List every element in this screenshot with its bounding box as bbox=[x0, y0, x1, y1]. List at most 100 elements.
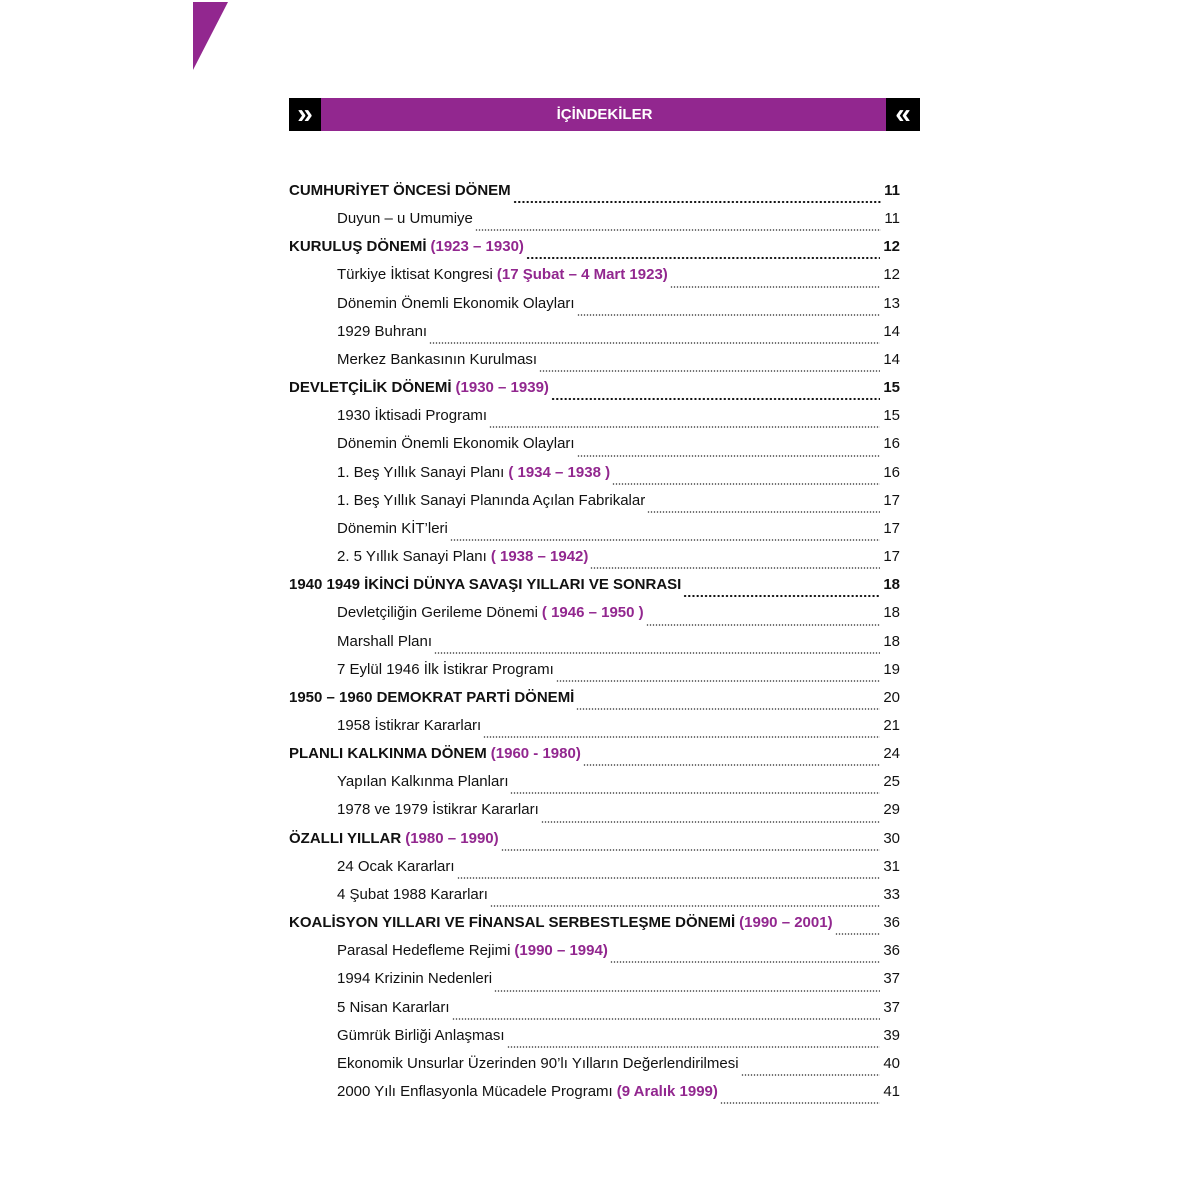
page-number: 12 bbox=[883, 266, 900, 284]
toc-subsection[interactable]: Merkez Bankasının Kurulması 14 bbox=[289, 351, 900, 379]
page-number: 36 bbox=[883, 914, 900, 932]
toc-subsection[interactable]: Dönemin KİT’leri 17 bbox=[289, 520, 900, 548]
toc-subsection[interactable]: 1929 Buhranı 14 bbox=[289, 323, 900, 351]
dot-leader bbox=[539, 370, 881, 373]
page-number: 16 bbox=[883, 435, 900, 453]
toc-subsection[interactable]: 1978 ve 1979 İstikrar Kararları 29 bbox=[289, 801, 900, 829]
toc-section[interactable]: DEVLETÇİLİK DÖNEMİ (1930 – 1939) 15 bbox=[289, 379, 900, 407]
dot-leader bbox=[451, 1017, 881, 1020]
toc-subsection[interactable]: Yapılan Kalkınma Planları 25 bbox=[289, 773, 900, 801]
toc-subsection[interactable]: 4 Şubat 1988 Kararları 33 bbox=[289, 886, 900, 914]
dot-leader bbox=[683, 595, 881, 598]
toc-subsection[interactable]: 2. 5 Yıllık Sanayi Planı( 1938 – 1942) 17 bbox=[289, 548, 900, 576]
dot-leader bbox=[645, 623, 881, 626]
page-number: 16 bbox=[883, 463, 900, 481]
toc-section[interactable]: KURULUŞ DÖNEMİ (1923 – 1930) 12 bbox=[289, 238, 900, 266]
entry-date-range: (1980 – 1990) bbox=[405, 829, 499, 847]
entry-title: 1. Beş Yıllık Sanayi Planı bbox=[337, 463, 505, 481]
page-number: 14 bbox=[883, 322, 900, 340]
page-number: 18 bbox=[883, 576, 900, 594]
entry-title: Parasal Hedefleme Rejimi bbox=[337, 942, 511, 960]
entry-title: Gümrük Birliği Anlaşması bbox=[337, 1026, 505, 1044]
toc-subsection[interactable]: 24 Ocak Kararları 31 bbox=[289, 858, 900, 886]
entry-title: 7 Eylül 1946 İlk İstikrar Programı bbox=[337, 660, 554, 678]
page-number: 12 bbox=[883, 238, 900, 256]
toc-section[interactable]: 1950 – 1960 DEMOKRAT PARTİ DÖNEMİ 20 bbox=[289, 689, 900, 717]
toc-subsection[interactable]: Parasal Hedefleme Rejimi (1990 – 1994) 36 bbox=[289, 942, 900, 970]
page-number: 21 bbox=[883, 716, 900, 734]
entry-title: Merkez Bankasının Kurulması bbox=[337, 350, 538, 368]
toc-section[interactable]: CUMHURİYET ÖNCESİ DÖNEM 11 bbox=[289, 182, 900, 210]
toc-subsection[interactable]: Duyun – u Umumiye 11 bbox=[289, 210, 900, 238]
page-number: 19 bbox=[883, 660, 900, 678]
dot-leader bbox=[719, 1102, 881, 1105]
toc-subsection[interactable]: Devletçiliğin Gerileme Dönemi( 1946 – 19… bbox=[289, 604, 900, 632]
entry-date-range: ( 1938 – 1942) bbox=[490, 548, 589, 566]
page-number: 17 bbox=[883, 519, 900, 537]
toc-subsection[interactable]: 5 Nisan Kararları 37 bbox=[289, 999, 900, 1027]
toc-section[interactable]: KOALİSYON YILLARI VE FİNANSAL SERBESTLEŞ… bbox=[289, 914, 900, 942]
toc-subsection[interactable]: 1. Beş Yıllık Sanayi Planında Açılan Fab… bbox=[289, 492, 900, 520]
page-number: 29 bbox=[883, 801, 900, 819]
entry-title: 1. Beş Yıllık Sanayi Planında Açılan Fab… bbox=[337, 491, 646, 509]
entry-date-range: ( 1946 – 1950 ) bbox=[541, 604, 644, 622]
dot-leader bbox=[449, 539, 881, 542]
toc-section[interactable]: PLANLI KALKINMA DÖNEM (1960 - 1980) 24 bbox=[289, 745, 900, 773]
toc-subsection[interactable]: Marshall Planı 18 bbox=[289, 633, 900, 661]
page-number: 25 bbox=[883, 773, 900, 791]
toc-subsection[interactable]: 1994 Krizinin Nedenleri 37 bbox=[289, 970, 900, 998]
toc-subsection[interactable]: Türkiye İktisat Kongresi (17 Şubat – 4 Ma… bbox=[289, 266, 900, 294]
entry-title: 1958 İstikrar Kararları bbox=[337, 716, 482, 734]
dot-leader bbox=[590, 567, 881, 570]
entry-date-range: (1930 – 1939) bbox=[455, 379, 549, 397]
entry-title: CUMHURİYET ÖNCESİ DÖNEM bbox=[289, 182, 511, 199]
dot-leader bbox=[550, 398, 881, 401]
page-number: 20 bbox=[883, 688, 900, 706]
toc-subsection[interactable]: Gümrük Birliği Anlaşması 39 bbox=[289, 1027, 900, 1055]
double-chevron-right-icon: » bbox=[289, 98, 321, 131]
toc-subsection[interactable]: Dönemin Önemli Ekonomik Olayları 16 bbox=[289, 435, 900, 463]
dot-leader bbox=[834, 933, 881, 936]
entry-title: 1978 ve 1979 İstikrar Kararları bbox=[337, 801, 539, 819]
page-number: 37 bbox=[883, 998, 900, 1016]
dot-leader bbox=[540, 820, 881, 823]
corner-decoration bbox=[193, 2, 228, 70]
toc-subsection[interactable]: Dönemin Önemli Ekonomik Olayları 13 bbox=[289, 295, 900, 323]
dot-leader bbox=[434, 651, 881, 654]
page-number: 31 bbox=[883, 857, 900, 875]
entry-title: Yapılan Kalkınma Planları bbox=[337, 773, 509, 791]
page-number: 40 bbox=[883, 1054, 900, 1072]
dot-leader bbox=[494, 989, 881, 992]
dot-leader bbox=[489, 905, 881, 908]
dot-leader bbox=[609, 961, 881, 964]
entry-date-range: (9 Aralık 1999) bbox=[616, 1083, 718, 1100]
toc-section[interactable]: 1940 1949 İKİNCİ DÜNYA SAVAŞI YILLARI VE… bbox=[289, 576, 900, 604]
toc-subsection[interactable]: 1930 İktisadi Programı 15 bbox=[289, 407, 900, 435]
page-number: 15 bbox=[883, 407, 900, 425]
entry-title: Dönemin Önemli Ekonomik Olayları bbox=[337, 435, 575, 453]
table-of-contents: CUMHURİYET ÖNCESİ DÖNEM 11 Duyun – u Umumi… bbox=[289, 182, 900, 1111]
entry-date-range: (1960 - 1980) bbox=[490, 745, 581, 763]
dot-leader bbox=[647, 510, 881, 513]
page-number: 18 bbox=[883, 632, 900, 650]
page-number: 30 bbox=[883, 829, 900, 847]
page-number: 24 bbox=[883, 745, 900, 763]
entry-date-range: (1990 – 2001) bbox=[739, 914, 833, 932]
page-title: İÇİNDEKİLER bbox=[556, 106, 653, 123]
toc-subsection[interactable]: Ekonomik Unsurlar Üzerinden 90’lı Yıllar… bbox=[289, 1055, 900, 1083]
dot-leader bbox=[489, 426, 881, 429]
toc-subsection[interactable]: 1958 İstikrar Kararları 21 bbox=[289, 717, 900, 745]
entry-title: Türkiye İktisat Kongresi bbox=[337, 266, 493, 284]
toc-subsection[interactable]: 1. Beş Yıllık Sanayi Planı( 1934 – 1938 … bbox=[289, 464, 900, 492]
toc-subsection[interactable]: 2000 Yılı Enflasyonla Mücadele Programı(… bbox=[289, 1083, 900, 1111]
entry-title: Ekonomik Unsurlar Üzerinden 90’lı Yıllar… bbox=[337, 1054, 739, 1072]
page-number: 17 bbox=[883, 491, 900, 509]
dot-leader bbox=[576, 313, 881, 316]
entry-title: 2000 Yılı Enflasyonla Mücadele Programı bbox=[337, 1083, 613, 1100]
toc-section[interactable]: ÖZALLI YILLAR (1980 – 1990) 30 bbox=[289, 830, 900, 858]
page-number: 15 bbox=[883, 379, 900, 397]
entry-title: KOALİSYON YILLARI VE FİNANSAL SERBESTLEŞ… bbox=[289, 914, 736, 932]
toc-subsection[interactable]: 7 Eylül 1946 İlk İstikrar Programı 19 bbox=[289, 661, 900, 689]
dot-leader bbox=[512, 201, 881, 204]
page-number: 11 bbox=[884, 182, 900, 199]
